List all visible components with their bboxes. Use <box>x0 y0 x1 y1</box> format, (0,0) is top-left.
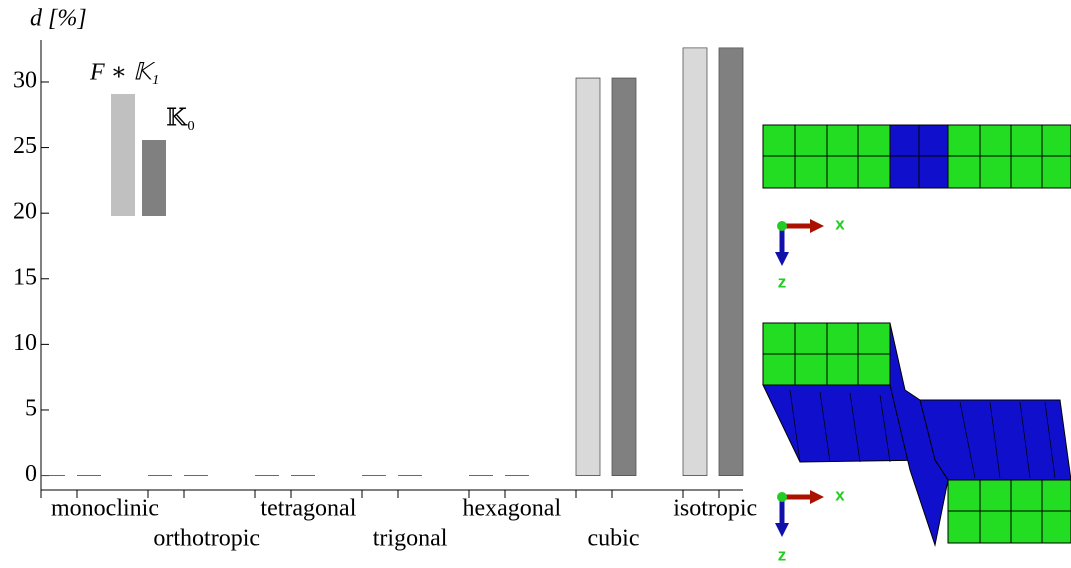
y-axis-label: d [%] <box>30 6 87 32</box>
bar <box>612 78 636 476</box>
triad-x-label: x <box>835 214 845 233</box>
x-tick-label: monoclinic <box>51 496 159 522</box>
bar <box>719 48 743 476</box>
y-tick-label: 25 <box>13 133 37 159</box>
x-tick-label: tetragonal <box>260 496 356 522</box>
y-tick-label: 30 <box>13 67 37 93</box>
figure: d [%] x z x z 0 5 10 15 20 25 30 monoclinic orth… <box>0 0 1071 568</box>
x-tick-label: orthotropic <box>153 526 260 552</box>
x-tick-label: hexagonal <box>462 496 561 522</box>
y-tick-label: 0 <box>25 461 37 487</box>
triad-z-label: z <box>778 272 787 291</box>
y-tick-label: 20 <box>13 199 37 225</box>
bar <box>683 48 707 476</box>
deformed-mesh <box>763 323 1071 545</box>
x-tick-label: trigonal <box>373 526 448 552</box>
legend-label: F ∗ 𝕂₁ <box>89 60 159 86</box>
triad-bottom: x z <box>775 485 845 564</box>
triad-z-label: z <box>778 545 787 564</box>
y-tick-label: 10 <box>13 330 37 356</box>
page: {"chart_data": {"type": "bar", "y_label"… <box>0 0 1071 568</box>
legend-label: 𝕂₀ <box>166 106 195 132</box>
y-tick-label: 15 <box>13 264 37 290</box>
bar <box>576 78 600 476</box>
undeformed-mesh <box>763 125 1071 188</box>
triad-top: x z <box>775 214 845 291</box>
legend-swatch <box>142 140 166 216</box>
x-tick-label: cubic <box>588 526 640 552</box>
legend-swatch <box>111 94 135 216</box>
y-tick-label: 5 <box>25 395 37 421</box>
triad-x-label: x <box>835 485 845 504</box>
x-tick-label: isotropic <box>673 496 757 522</box>
